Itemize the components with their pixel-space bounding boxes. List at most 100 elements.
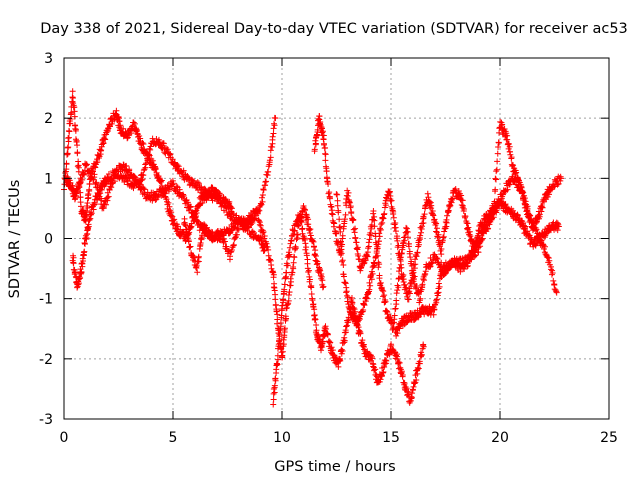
- data-point-s0: [157, 178, 164, 185]
- data-point-s0: [165, 199, 172, 206]
- data-point-s4: [283, 269, 290, 276]
- x-tick-label: 20: [491, 430, 509, 446]
- data-point-s6: [510, 162, 517, 169]
- data-point-s3: [235, 226, 242, 233]
- data-point-s6: [491, 198, 498, 205]
- data-point-s6: [551, 182, 558, 189]
- data-point-s7: [520, 219, 527, 226]
- data-point-s6: [343, 289, 350, 296]
- data-point-s4: [338, 346, 345, 353]
- data-point-s6: [459, 197, 466, 204]
- data-point-s3: [314, 260, 321, 267]
- data-point-s5: [339, 232, 346, 239]
- data-point-s7: [421, 311, 428, 318]
- data-point-s2: [114, 173, 121, 180]
- x-tick-label: 25: [600, 430, 618, 446]
- data-point-s5: [328, 203, 335, 210]
- data-point-s6: [390, 208, 397, 215]
- data-point-s2: [250, 229, 257, 236]
- data-point-s6: [519, 189, 526, 196]
- data-point-s6: [409, 270, 416, 277]
- data-point-s6: [399, 273, 406, 280]
- data-point-s5: [396, 268, 403, 275]
- data-point-s6: [376, 233, 383, 240]
- data-point-s6: [409, 278, 416, 285]
- data-point-s4: [379, 369, 386, 376]
- data-point-s6: [377, 226, 384, 233]
- data-point-s0: [74, 150, 81, 157]
- data-point-s5: [320, 140, 327, 147]
- data-point-s4: [341, 337, 348, 344]
- data-point-s2: [176, 189, 183, 196]
- data-point-s3: [274, 311, 281, 318]
- data-point-s6: [508, 154, 515, 161]
- data-point-s6: [433, 220, 440, 227]
- data-point-s4: [328, 344, 335, 351]
- data-point-s6: [334, 191, 341, 198]
- data-point-s6: [498, 122, 505, 129]
- data-point-s6: [385, 189, 392, 196]
- data-point-s6: [449, 196, 456, 203]
- data-point-s3: [270, 274, 277, 281]
- data-point-s6: [335, 209, 342, 216]
- data-point-s4: [302, 246, 309, 253]
- data-point-s4: [313, 321, 320, 328]
- data-point-s2: [100, 205, 107, 212]
- data-point-s5: [343, 202, 350, 209]
- data-point-s6: [367, 282, 374, 289]
- data-point-s4: [394, 356, 401, 363]
- data-point-s2: [91, 171, 98, 178]
- data-point-s6: [435, 231, 442, 238]
- data-point-s3: [267, 256, 274, 263]
- data-point-s2: [135, 177, 142, 184]
- data-point-s3: [273, 308, 280, 315]
- data-point-s6: [333, 191, 340, 198]
- data-point-s4: [418, 351, 425, 358]
- data-point-s5: [392, 305, 399, 312]
- data-point-s3: [281, 325, 288, 332]
- data-point-s1: [258, 194, 265, 201]
- data-point-s3: [249, 213, 256, 220]
- data-point-s0: [152, 165, 159, 172]
- y-tick-label: -2: [39, 352, 53, 368]
- data-point-s6: [394, 237, 401, 244]
- data-point-s6: [388, 197, 395, 204]
- data-point-s6: [430, 212, 437, 219]
- data-point-s5: [370, 207, 377, 214]
- data-point-s0: [65, 144, 72, 151]
- data-point-s0: [80, 207, 87, 214]
- data-point-s3: [288, 278, 295, 285]
- data-point-s1: [88, 210, 95, 217]
- data-point-s5: [325, 180, 332, 187]
- data-point-s0: [120, 125, 127, 132]
- data-point-s6: [375, 238, 382, 245]
- data-point-s3: [290, 265, 297, 272]
- data-point-s5: [375, 264, 382, 271]
- data-point-s3: [201, 221, 208, 228]
- data-point-s0: [74, 163, 81, 170]
- data-point-s5: [325, 190, 332, 197]
- data-point-s1: [85, 221, 92, 228]
- data-point-s2: [94, 184, 101, 191]
- data-point-s7: [504, 205, 511, 212]
- data-point-s4: [285, 252, 292, 259]
- data-point-s7: [468, 256, 475, 263]
- data-point-s5: [346, 199, 353, 206]
- data-point-s3: [289, 269, 296, 276]
- data-point-s6: [490, 204, 497, 211]
- data-point-s2: [173, 183, 180, 190]
- data-point-s0: [65, 134, 72, 141]
- data-point-s6: [505, 141, 512, 148]
- data-point-s6: [338, 258, 345, 265]
- data-point-s7: [502, 201, 509, 208]
- data-point-s6: [410, 261, 417, 268]
- data-point-s3: [285, 291, 292, 298]
- data-point-s2: [170, 180, 177, 187]
- data-point-s4: [399, 372, 406, 379]
- data-point-s6: [455, 187, 462, 194]
- data-point-s4: [351, 306, 358, 313]
- data-point-s1: [194, 179, 201, 186]
- data-point-s3: [320, 283, 327, 290]
- data-point-s5: [376, 275, 383, 282]
- data-point-s4: [303, 244, 310, 251]
